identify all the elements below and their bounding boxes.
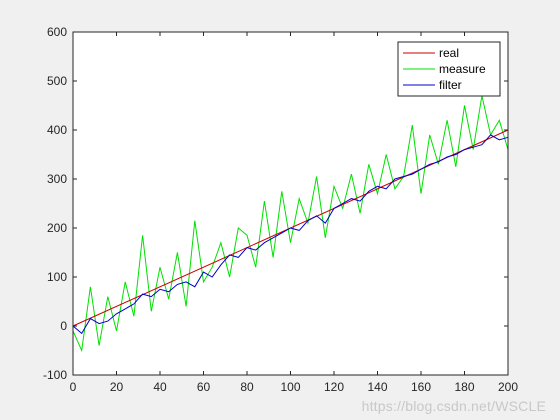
legend-label-measure: measure <box>439 62 486 76</box>
legend-label-filter: filter <box>439 78 462 92</box>
y-tick-label: 600 <box>47 25 67 39</box>
x-tick-label: 200 <box>498 380 518 394</box>
x-tick-label: 180 <box>454 380 474 394</box>
legend: real measure filter <box>397 41 501 97</box>
x-tick-label: 120 <box>324 380 344 394</box>
x-tick-label: 0 <box>70 380 77 394</box>
x-tick-label: 140 <box>367 380 387 394</box>
y-tick-label: 300 <box>47 172 67 186</box>
series-layer <box>72 95 509 353</box>
x-tick-label: 20 <box>110 380 124 394</box>
series-line-filter <box>72 134 509 335</box>
series-line-measure <box>72 95 509 353</box>
x-tick-label: 100 <box>280 380 300 394</box>
watermark: https://blog.csdn.net/WSCLE <box>361 398 546 414</box>
x-tick-label: 40 <box>153 380 167 394</box>
y-tick-label: 100 <box>47 270 67 284</box>
axes-layer: 0 20 40 60 80 100 120 140 160 180 200-100010020030… <box>43 25 518 394</box>
x-tick-label: 80 <box>240 380 254 394</box>
y-tick-label: 0 <box>60 319 67 333</box>
y-tick-label: 500 <box>47 74 67 88</box>
x-tick-label: 60 <box>197 380 211 394</box>
x-tick-label: 160 <box>411 380 431 394</box>
y-tick-label: 200 <box>47 221 67 235</box>
legend-label-real: real <box>439 46 459 60</box>
y-tick-label: -100 <box>43 368 67 382</box>
y-tick-label: 400 <box>47 123 67 137</box>
